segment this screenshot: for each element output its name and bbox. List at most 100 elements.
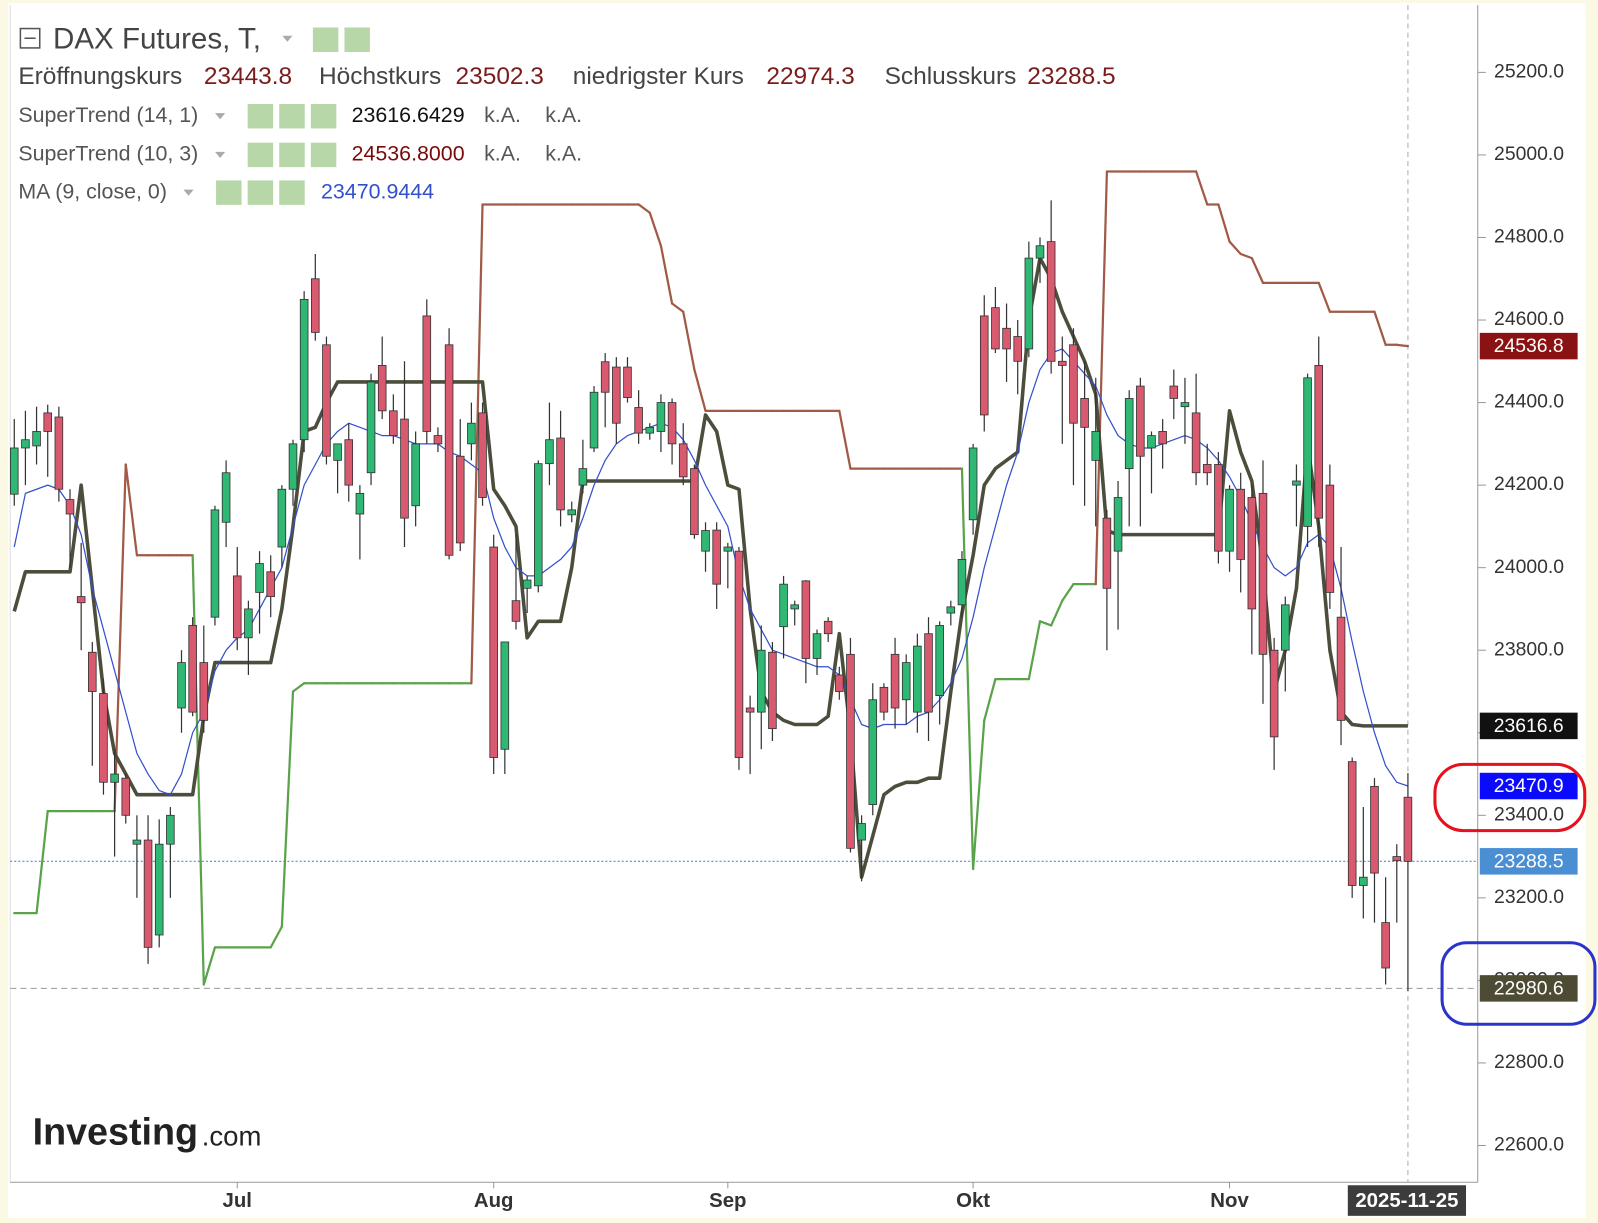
price-badge	[1479, 772, 1578, 800]
candle-body	[132, 839, 142, 845]
candle-body	[734, 550, 744, 758]
legend-na: k.A.	[545, 142, 582, 166]
eye-icon[interactable]	[312, 27, 339, 52]
price-badge-label: 24536.8	[1494, 335, 1564, 357]
candle-body	[567, 509, 577, 516]
candle-body	[9, 447, 19, 495]
candle-body	[1403, 796, 1413, 862]
candle-body	[1247, 497, 1257, 610]
candle-body	[1370, 786, 1379, 874]
chart-title: DAX Futures, T,	[53, 23, 261, 56]
candle-body	[879, 686, 889, 713]
candle-body	[1169, 385, 1179, 399]
supertrend-segment	[971, 719, 986, 871]
candle-body	[835, 674, 844, 692]
candle-body	[467, 422, 476, 445]
candle-body	[288, 443, 298, 490]
y-tick-label: 23800.0	[1494, 638, 1564, 660]
supertrend-segment	[637, 203, 651, 214]
settings-icon[interactable]	[247, 180, 274, 205]
eye-icon[interactable]	[216, 180, 242, 205]
settings-icon[interactable]	[279, 103, 305, 129]
candles	[9, 200, 1413, 991]
candle-body	[600, 361, 610, 393]
candle-body	[511, 600, 521, 622]
legend-dropdown[interactable]	[183, 189, 194, 196]
candle-body	[589, 391, 599, 449]
candle-body	[1124, 398, 1134, 470]
candle-body	[578, 468, 588, 486]
supertrend-segment	[1373, 310, 1387, 346]
candle-body	[991, 307, 1000, 350]
legend-na: k.A.	[545, 103, 582, 127]
y-tick-label: 23400.0	[1494, 803, 1564, 825]
legend-name: MA (9, close, 0)	[18, 179, 167, 203]
legend-dropdown[interactable]	[215, 113, 226, 120]
candle-body	[801, 580, 811, 659]
candle-body	[556, 437, 565, 511]
price-badge-label: 23470.9	[1494, 775, 1564, 797]
candle-body	[489, 546, 498, 758]
legend-dropdown[interactable]	[215, 151, 226, 158]
candle-body	[1136, 385, 1145, 457]
candle-body	[1046, 241, 1056, 362]
candle-body	[979, 315, 989, 416]
candle-body	[433, 435, 443, 445]
candle-body	[1292, 480, 1301, 486]
candle-body	[1058, 360, 1067, 366]
legend-na: k.A.	[484, 103, 521, 127]
candle-body	[1024, 257, 1034, 350]
collapse-icon[interactable]	[19, 27, 41, 49]
candle-body	[1035, 245, 1045, 259]
candle-body	[745, 707, 755, 713]
supertrend-segment	[280, 690, 295, 928]
ohlc-label: Eröffnungskurs	[18, 63, 182, 90]
settings-icon[interactable]	[344, 27, 370, 52]
settings-icon[interactable]	[279, 142, 305, 168]
candle-body	[823, 620, 833, 635]
candle-body	[299, 298, 309, 441]
candle-body	[1191, 412, 1201, 474]
x-tick-label: 2025-11-25	[1355, 1190, 1458, 1212]
candle-body	[946, 606, 956, 614]
candle-body	[54, 416, 64, 490]
supertrend-segment	[983, 677, 997, 722]
remove-icon[interactable]	[310, 142, 337, 168]
candle-body	[690, 468, 699, 536]
supertrend-segment	[1250, 256, 1265, 285]
candle-body	[667, 402, 677, 445]
eye-icon[interactable]	[247, 142, 274, 168]
candle-body	[1091, 431, 1101, 461]
supertrend-segment	[269, 925, 283, 949]
price-badge	[1479, 975, 1578, 1002]
remove-icon[interactable]	[279, 180, 305, 205]
candle-body	[1381, 922, 1390, 969]
candle-body	[333, 443, 342, 461]
price-badge-label: 23288.5	[1494, 850, 1564, 872]
remove-icon[interactable]	[310, 103, 337, 129]
watermark-domain: .com	[202, 1121, 262, 1152]
legend-na: k.A.	[484, 142, 521, 166]
ohlc-label: Schlusskurs	[885, 63, 1017, 90]
candle-body	[143, 839, 153, 948]
supertrend-segment	[1317, 281, 1332, 313]
candle-body	[65, 499, 75, 515]
indicator-line	[12, 256, 1408, 879]
supertrend-segment	[1027, 620, 1042, 681]
highlight-red	[1433, 762, 1587, 833]
eye-icon[interactable]	[247, 103, 274, 129]
candle-body	[400, 418, 409, 519]
supertrend-segment	[960, 467, 975, 871]
candle-body	[232, 575, 242, 639]
dropdown-arrow[interactable]	[282, 35, 293, 42]
supertrend-segment	[470, 203, 484, 685]
price-badge-label: 22980.6	[1494, 978, 1564, 1000]
candle-body	[277, 488, 287, 548]
x-tick-label: Jul	[223, 1190, 252, 1212]
candle-body	[1080, 398, 1089, 428]
x-tick-label: Sep	[709, 1190, 746, 1212]
candle-body	[779, 583, 788, 628]
supertrend-segment	[1050, 599, 1064, 627]
candle-body	[612, 366, 621, 424]
ohlc-label: niedrigster Kurs	[573, 63, 744, 90]
